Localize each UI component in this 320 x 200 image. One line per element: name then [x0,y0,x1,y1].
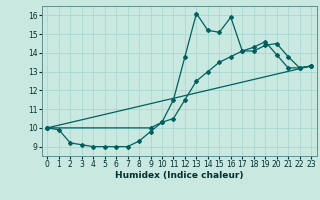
X-axis label: Humidex (Indice chaleur): Humidex (Indice chaleur) [115,171,244,180]
